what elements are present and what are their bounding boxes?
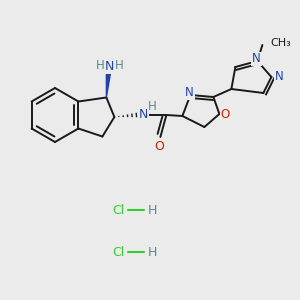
Text: Cl: Cl	[112, 203, 124, 217]
Text: CH₃: CH₃	[270, 38, 291, 48]
Text: N: N	[275, 70, 284, 83]
Text: H: H	[115, 59, 124, 72]
Polygon shape	[106, 73, 110, 98]
Text: O: O	[154, 140, 164, 152]
Text: H: H	[147, 203, 157, 217]
Text: N: N	[185, 86, 194, 100]
Text: O: O	[221, 109, 230, 122]
Text: Cl: Cl	[112, 245, 124, 259]
Text: N: N	[105, 60, 114, 73]
Text: N: N	[252, 52, 261, 65]
Text: N: N	[139, 109, 148, 122]
Text: H: H	[148, 100, 157, 112]
Text: H: H	[96, 59, 105, 72]
Text: H: H	[147, 245, 157, 259]
